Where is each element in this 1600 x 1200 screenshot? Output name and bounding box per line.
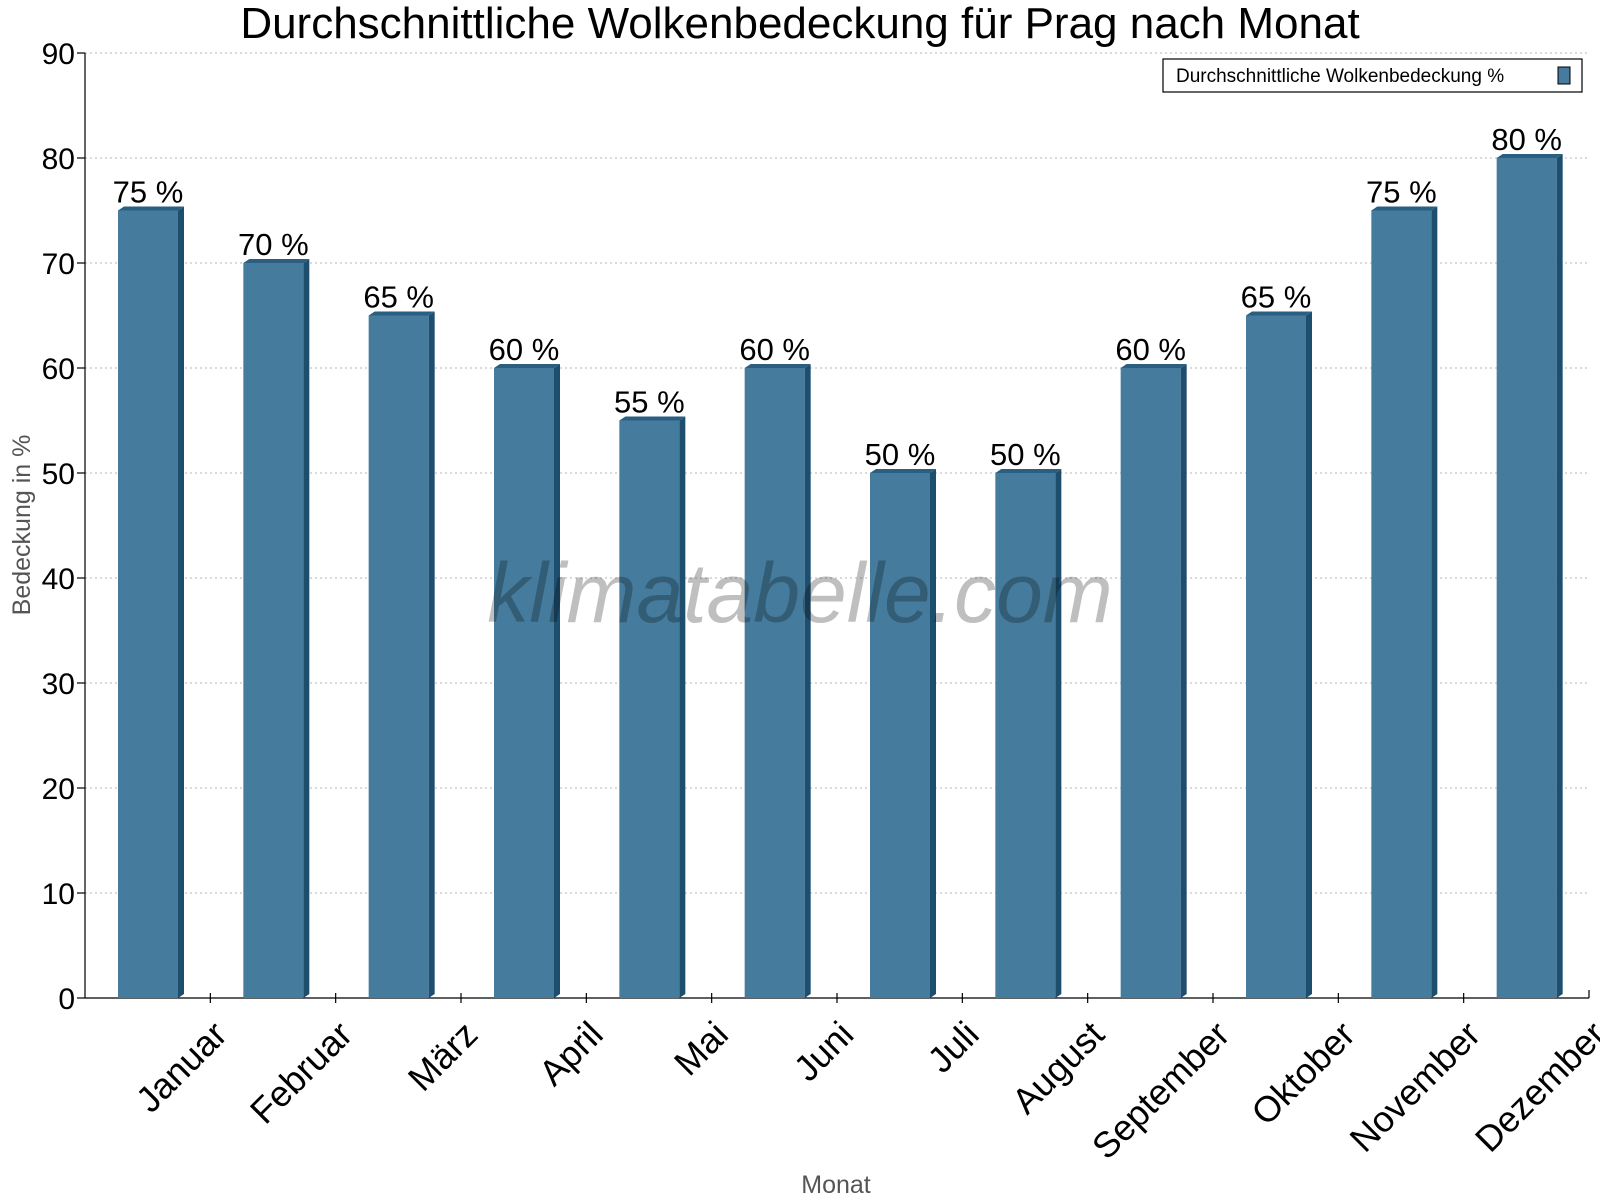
data-label: 75 % xyxy=(113,175,184,210)
data-label: 65 % xyxy=(363,280,434,315)
y-tick-label: 10 xyxy=(42,878,75,911)
x-tick-label: Juli xyxy=(919,1013,986,1080)
x-axis: Januar Februar März April Mai Juni Juli AugustS… xyxy=(85,990,1600,1167)
bar-top xyxy=(1371,206,1438,211)
bar-side xyxy=(804,364,811,998)
bar-front xyxy=(243,263,304,998)
data-label: 75 % xyxy=(1366,175,1437,210)
bar-front xyxy=(1246,315,1306,998)
bar xyxy=(118,206,184,998)
bar-front xyxy=(1496,158,1557,998)
x-tick-label: Mai xyxy=(666,1013,736,1083)
bar-front xyxy=(995,473,1056,998)
x-tick-label: September xyxy=(1084,1013,1238,1167)
bar xyxy=(1246,311,1312,998)
x-tick-label: Oktober xyxy=(1243,1013,1363,1133)
data-label: 65 % xyxy=(1241,280,1312,315)
bar-top xyxy=(494,364,560,368)
bar-front xyxy=(870,473,930,998)
bar xyxy=(368,311,435,998)
bar xyxy=(744,364,811,998)
bar-front xyxy=(118,210,178,998)
bar xyxy=(619,416,686,998)
bar-front xyxy=(1371,210,1432,998)
bar xyxy=(1371,206,1438,998)
grid-lines xyxy=(85,52,1589,894)
bar-side xyxy=(1180,364,1187,998)
bar-side xyxy=(679,416,686,998)
bar-top xyxy=(1120,364,1187,368)
bar-side xyxy=(1556,154,1563,998)
y-tick-label: 90 xyxy=(42,38,75,71)
bar-top xyxy=(243,259,310,263)
x-tick-label: Dezember xyxy=(1467,1013,1600,1159)
y-tick-label: 20 xyxy=(42,773,75,806)
x-tick-label: April xyxy=(531,1013,611,1093)
bar-side xyxy=(1306,311,1312,998)
bar-side xyxy=(930,469,936,998)
bar-front xyxy=(619,420,680,998)
bar-top xyxy=(1496,154,1563,158)
x-tick-label: November xyxy=(1342,1013,1488,1159)
x-tick-label: Juni xyxy=(786,1013,862,1089)
bar-top xyxy=(870,469,936,473)
x-tick-label: März xyxy=(400,1013,486,1099)
watermark: klimatabelle.com xyxy=(487,546,1113,640)
y-axis: 0 10 20 30 40 50 60 70 80 90 xyxy=(42,38,86,1016)
bar-side xyxy=(428,311,435,998)
bar-front xyxy=(744,368,805,998)
bar-top xyxy=(995,469,1062,473)
bar xyxy=(494,364,560,998)
y-tick-label: 50 xyxy=(42,458,75,491)
y-tick-label: 30 xyxy=(42,668,75,701)
data-label: 55 % xyxy=(614,385,685,420)
data-label: 50 % xyxy=(990,437,1061,472)
legend-box xyxy=(1162,58,1583,93)
y-tick-label: 40 xyxy=(42,563,75,596)
x-tick-label: Februar xyxy=(242,1013,360,1131)
bar-side xyxy=(1055,469,1062,998)
bar-side xyxy=(178,206,184,998)
bar-side xyxy=(303,259,310,998)
y-tick-label: 80 xyxy=(42,143,75,176)
legend-swatch xyxy=(1557,66,1571,85)
bar-top xyxy=(619,416,686,421)
bar xyxy=(870,469,936,998)
x-tick-label: August xyxy=(1004,1013,1112,1121)
bar-top xyxy=(744,364,811,368)
legend: Durchschnittliche Wolkenbedeckung % xyxy=(1162,58,1583,93)
data-label: 70 % xyxy=(238,227,309,262)
bars xyxy=(118,154,1563,998)
bar-side xyxy=(1431,206,1438,998)
bar-front xyxy=(494,368,554,998)
bar-top xyxy=(368,311,435,316)
chart-title: Durchschnittliche Wolkenbedeckung für Pr… xyxy=(240,0,1359,48)
bar-top xyxy=(118,206,184,211)
y-tick-label: 60 xyxy=(42,353,75,386)
data-label: 50 % xyxy=(865,437,936,472)
y-axis-label: Bedeckung in % xyxy=(8,435,36,616)
data-label: 60 % xyxy=(1115,332,1186,367)
data-label: 80 % xyxy=(1491,122,1562,157)
data-label: 60 % xyxy=(489,332,560,367)
bar-front xyxy=(368,315,429,998)
data-labels: 75 % 70 % 65 % 60 % 55 % 60 % 50 % 50 % 60 % 65 %… xyxy=(113,122,1562,472)
bar-top xyxy=(1246,311,1312,316)
y-tick-label: 0 xyxy=(58,983,75,1016)
bar xyxy=(995,469,1062,998)
data-label: 60 % xyxy=(739,332,810,367)
bar xyxy=(1496,154,1563,998)
bar-side xyxy=(554,364,560,998)
bar xyxy=(1120,364,1187,998)
legend-label: Durchschnittliche Wolkenbedeckung % xyxy=(1176,66,1504,87)
y-tick-label: 70 xyxy=(42,248,75,281)
bar-front xyxy=(1120,368,1181,998)
bar xyxy=(243,259,310,998)
x-axis-label: Monat xyxy=(801,1171,871,1199)
x-tick-label: Januar xyxy=(128,1013,235,1120)
